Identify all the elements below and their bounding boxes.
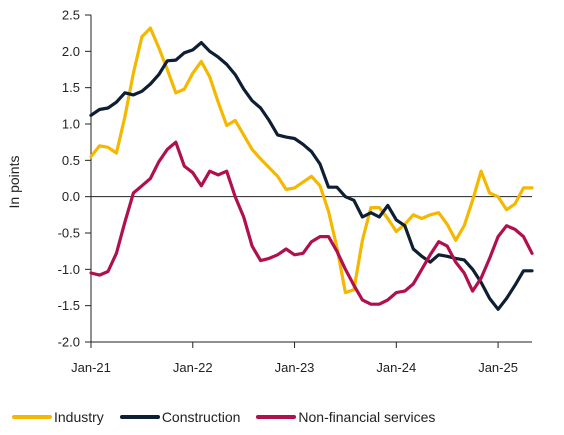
series-line-non-financial-services [89, 140, 534, 306]
legend-label: Construction [161, 409, 241, 425]
y-axis-title: In points [6, 156, 22, 209]
legend-swatch [119, 415, 160, 419]
series-line-industry [89, 26, 534, 295]
y-tick-label: 0.0 [62, 189, 80, 204]
legend-label: Industry [54, 409, 104, 425]
legend: Industry Construction Non-financial servic… [0, 405, 564, 429]
y-axis: 2.5 2.0 1.5 1.0 0.5 0.0 -0.5 -1.0 -1.5 -2.0 [58, 8, 532, 350]
y-tick-label: -1.5 [58, 298, 80, 313]
legend-swatch [256, 415, 297, 419]
y-tick-label: 2.0 [62, 44, 80, 59]
series-lines [89, 26, 534, 311]
legend-item: Industry [12, 409, 104, 425]
x-tick-label: Jan-25 [478, 360, 518, 375]
legend-swatch [12, 415, 52, 419]
x-tick-label: Jan-24 [376, 360, 416, 375]
y-tick-label: 0.5 [62, 153, 80, 168]
series-line-construction [89, 40, 534, 311]
line-chart: 2.5 2.0 1.5 1.0 0.5 0.0 -0.5 -1.0 -1.5 -2.0 Jan-2… [6, 8, 534, 375]
x-axis: Jan-21 Jan-22 Jan-23 Jan-24 Jan-25 [71, 341, 532, 375]
y-tick-label: 1.5 [62, 80, 80, 95]
x-tick-label: Jan-21 [71, 360, 111, 375]
y-tick-label: 1.0 [62, 117, 80, 132]
legend-item: Construction [119, 409, 241, 425]
y-tick-label: -1.0 [58, 262, 80, 277]
x-tick-label: Jan-22 [173, 360, 213, 375]
x-tick-label: Jan-23 [275, 360, 315, 375]
y-tick-label: -2.0 [58, 335, 80, 350]
legend-item: Non-financial services [256, 409, 435, 425]
y-tick-label: 2.5 [62, 8, 80, 23]
legend-label: Non-financial services [298, 409, 436, 425]
y-tick-label: -0.5 [58, 226, 80, 241]
